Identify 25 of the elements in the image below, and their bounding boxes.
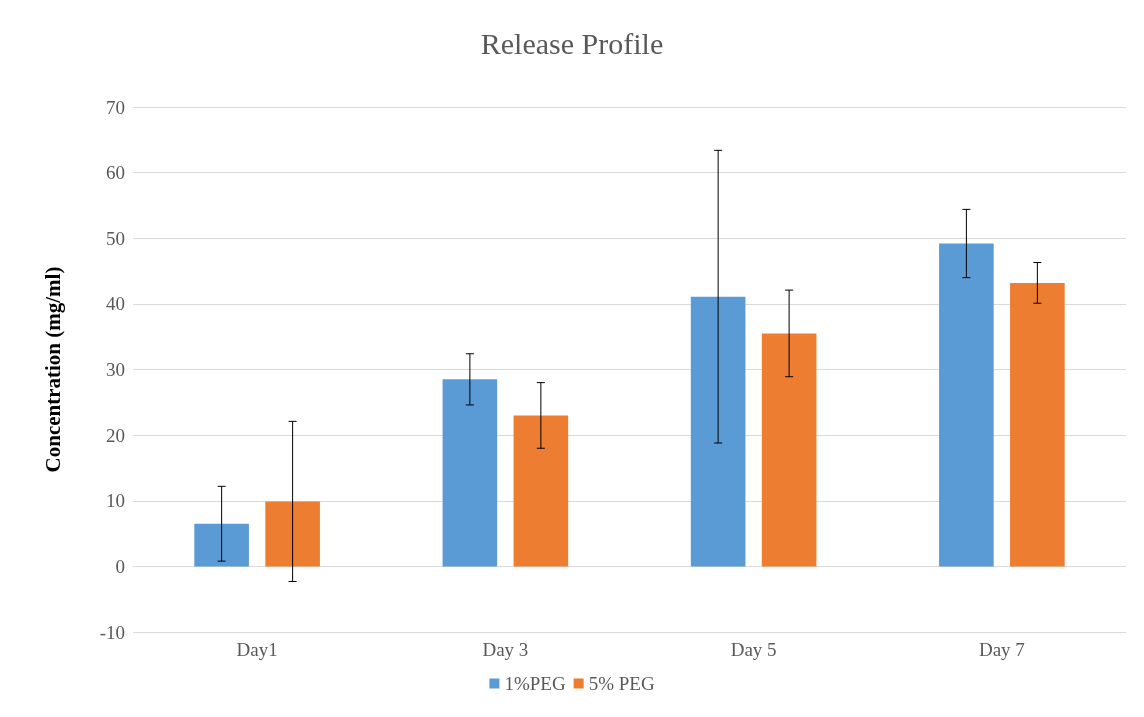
legend-label: 1%PEG: [504, 673, 566, 694]
y-tick-label: 10: [106, 490, 125, 512]
y-tick-label: 0: [115, 555, 125, 577]
x-tick-label: Day 5: [730, 639, 777, 660]
bar: [265, 501, 320, 567]
bar: [1010, 282, 1065, 567]
y-tick-label: 40: [106, 293, 125, 315]
y-tick-label: 20: [106, 424, 125, 446]
bar: [939, 243, 994, 567]
y-axis-title: Concentration (mg/ml): [40, 266, 65, 473]
chart-title: Release Profile: [480, 26, 664, 60]
x-tick-label: Day 3: [482, 639, 529, 660]
x-tick-label: Day1: [236, 639, 278, 660]
y-tick-label: 70: [106, 96, 125, 118]
bar: [513, 415, 569, 567]
bar: [690, 296, 746, 567]
y-tick-label: 30: [106, 359, 125, 380]
bar: [761, 333, 817, 567]
legend-label: 5% PEG: [588, 673, 655, 694]
bar: [442, 379, 498, 567]
y-tick-label: 60: [106, 162, 125, 184]
y-tick-label: 50: [106, 227, 125, 249]
x-tick-label: Day 7: [978, 639, 1025, 660]
bar: [194, 523, 249, 567]
y-tick-label: -10: [99, 621, 125, 643]
